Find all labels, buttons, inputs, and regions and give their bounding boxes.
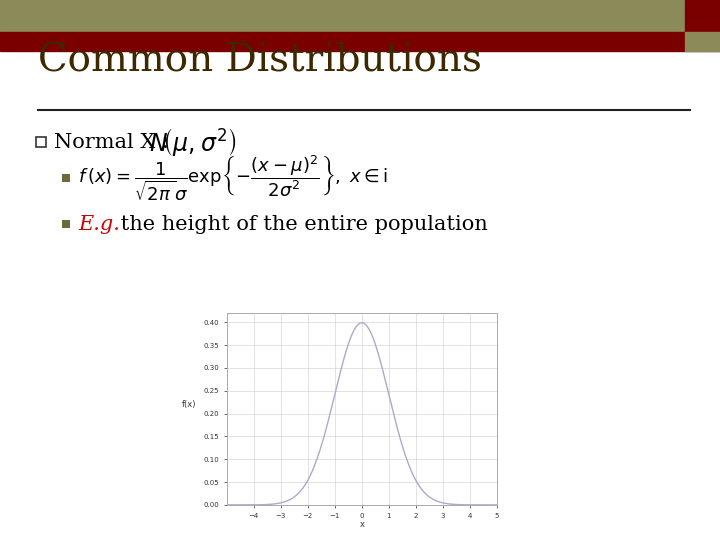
Bar	[685, 32, 720, 51]
Bar	[685, 0, 720, 33]
Bar	[62, 220, 70, 228]
Bar	[0, 0, 720, 33]
Text: $f\,(x)=\dfrac{1}{\sqrt{2\pi\,}\sigma}\exp\!\left\{-\dfrac{(x-\mu)^2}{2\sigma^2}: $f\,(x)=\dfrac{1}{\sqrt{2\pi\,}\sigma}\e…	[78, 153, 388, 203]
Bar	[62, 174, 70, 182]
Bar	[0, 32, 720, 51]
Text: Common Distributions: Common Distributions	[38, 43, 482, 80]
Text: the height of the entire population: the height of the entire population	[114, 214, 487, 233]
X-axis label: x: x	[359, 520, 364, 529]
Y-axis label: f(x): f(x)	[182, 400, 197, 409]
Text: $N\!\left(\mu,\sigma^2\right)$: $N\!\left(\mu,\sigma^2\right)$	[149, 126, 236, 158]
Text: E.g.: E.g.	[78, 214, 120, 233]
Bar	[36, 137, 46, 147]
Text: Normal X :: Normal X :	[54, 132, 176, 152]
